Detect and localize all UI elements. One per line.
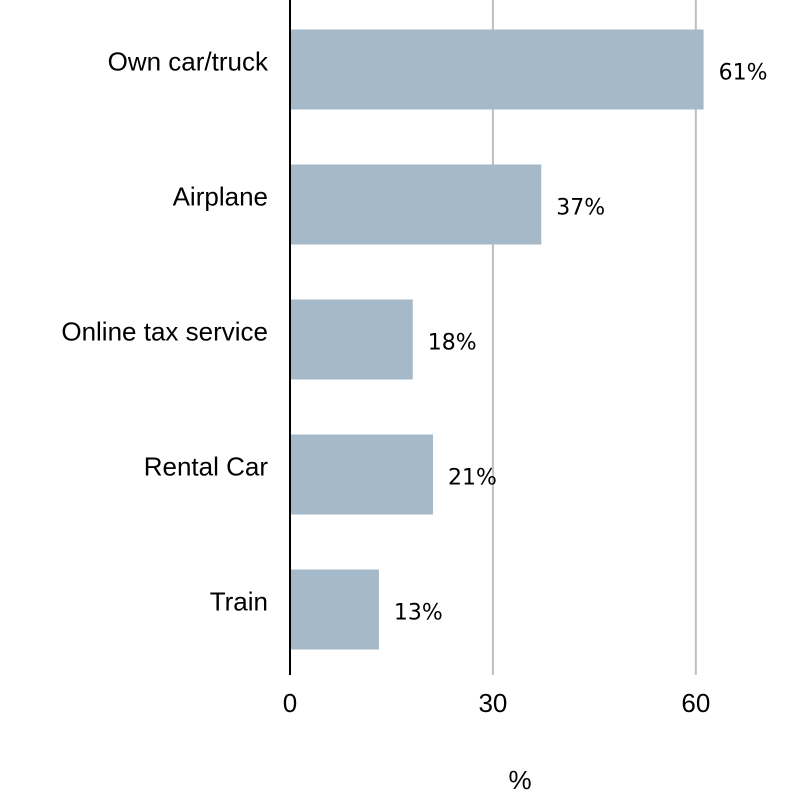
- x-tick-label: 30: [478, 688, 507, 718]
- value-label: 18%: [428, 331, 477, 356]
- bar: [291, 29, 704, 110]
- bar: [291, 434, 434, 515]
- x-axis-label: %: [508, 765, 531, 795]
- value-label: 13%: [394, 601, 443, 626]
- x-tick-label: 0: [283, 688, 297, 718]
- x-tick-label: 60: [681, 688, 710, 718]
- category-label: Airplane: [173, 181, 268, 211]
- category-label: Rental Car: [144, 451, 269, 481]
- value-label: 37%: [556, 196, 605, 221]
- bar: [291, 164, 542, 245]
- category-label: Online tax service: [61, 316, 268, 346]
- bar: [291, 299, 413, 380]
- value-label: 61%: [719, 61, 768, 86]
- category-label: Train: [210, 586, 268, 616]
- bar: [291, 569, 379, 650]
- category-label: Own car/truck: [108, 46, 269, 76]
- value-label: 21%: [448, 466, 497, 491]
